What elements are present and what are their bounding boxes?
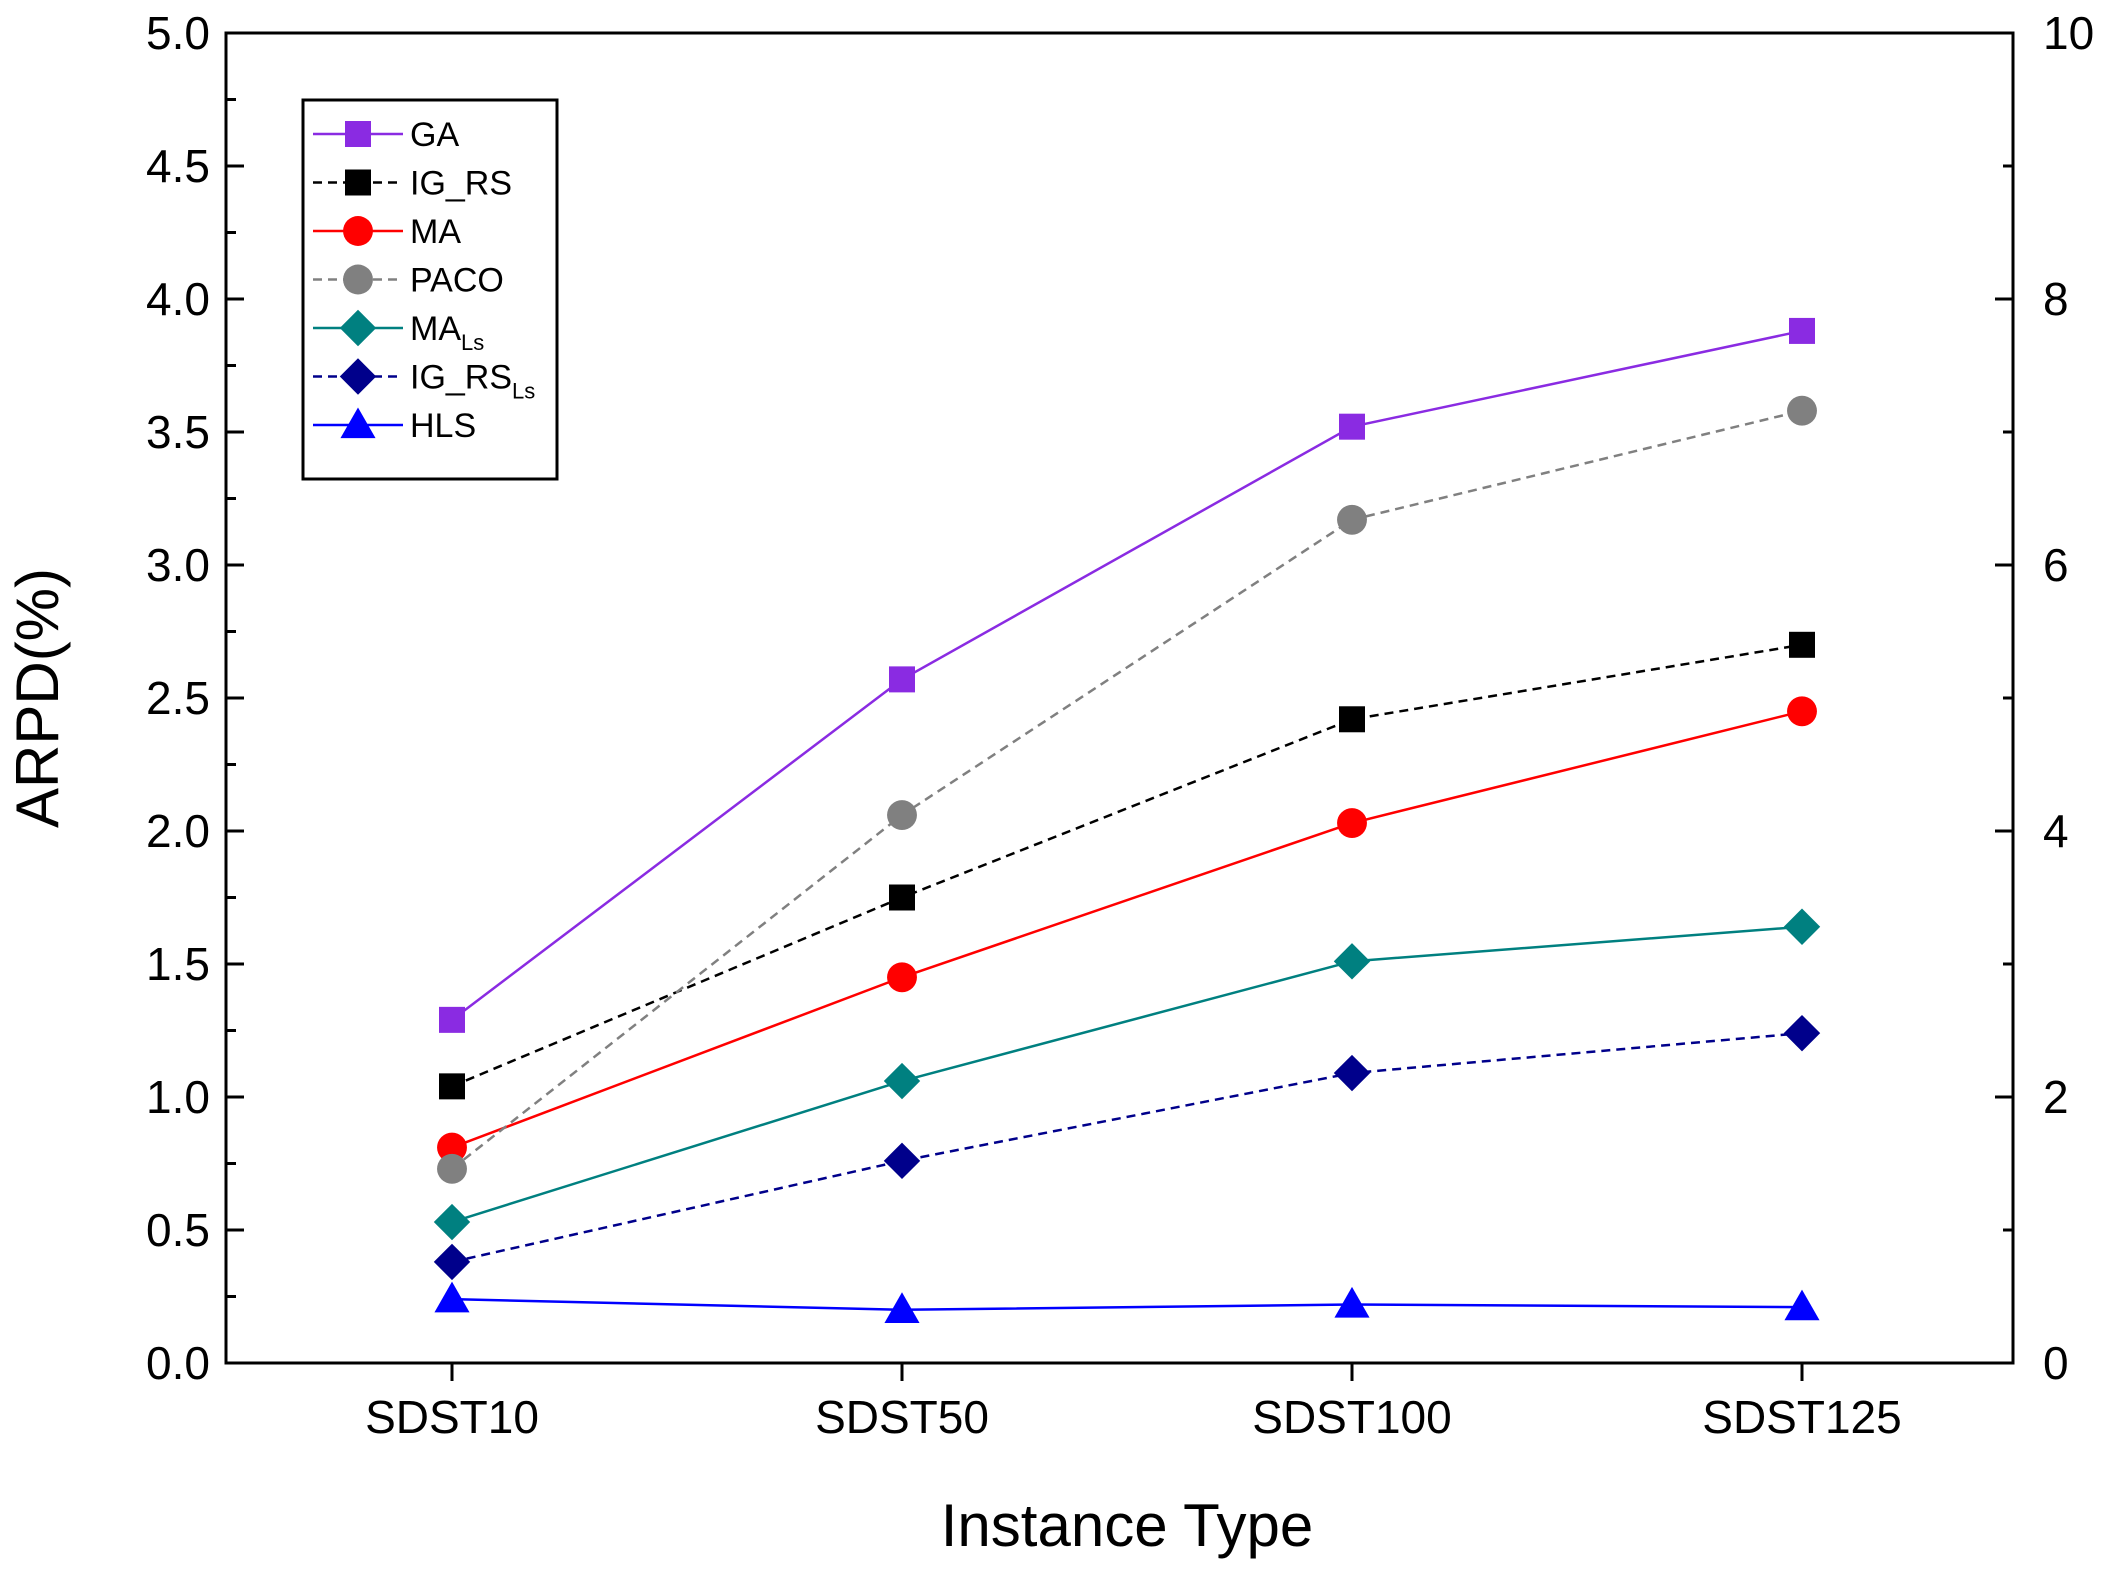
y-tick-label: 5.0: [146, 7, 210, 59]
data-point-hls: [884, 1292, 920, 1323]
data-point-paco: [887, 800, 917, 830]
legend-marker-ma-ls: [339, 309, 377, 347]
data-point-ig-rs-ls: [883, 1142, 921, 1180]
legend-label-paco: PACO: [410, 262, 504, 300]
x-tick-label: SDST100: [1252, 1391, 1451, 1443]
y-axis: 0.0 0.5 1.0 1.5 2.0 2.5 3.0 3.5 4.0 4.5 5.0: [146, 7, 244, 1389]
data-point-ma-ls: [433, 1203, 471, 1241]
legend-marker-paco: [343, 264, 373, 295]
data-point-paco: [1787, 395, 1817, 426]
legend-label-hls: HLS: [410, 407, 476, 445]
y-tick-label: 4.5: [146, 140, 210, 192]
series-ga: [439, 317, 1815, 1033]
y2-tick-label: 0: [2043, 1337, 2069, 1389]
legend-marker-ig-rs: [345, 169, 371, 196]
series-line-ma: [451, 710, 1803, 1149]
legend-marker-ma: [343, 216, 373, 246]
legend-label-ma-ls: MALs: [410, 310, 484, 355]
x-tick-label: SDST50: [815, 1391, 989, 1443]
y-tick-label: 1.5: [146, 938, 210, 990]
series-line-ig-rs-ls: [451, 1031, 1803, 1264]
data-point-ig-rs-ls: [433, 1243, 471, 1281]
legend-label-ga: GA: [410, 116, 459, 154]
y-tick-label: 3.5: [146, 406, 210, 458]
data-point-ig-rs: [439, 1073, 465, 1100]
data-point-paco: [1337, 504, 1367, 535]
data-point-ga: [1339, 413, 1365, 440]
legend-label-ma: MA: [410, 213, 461, 251]
data-point-ga: [1789, 317, 1815, 344]
data-point-ma-ls: [1333, 943, 1371, 980]
series-ma-ls: [433, 908, 1821, 1241]
data-point-ma: [1337, 808, 1367, 838]
legend-marker-ga: [345, 121, 371, 147]
legend-marker-ig-rs-ls: [339, 358, 377, 395]
data-point-ig-rs: [1789, 631, 1815, 658]
data-point-hls: [1784, 1289, 1820, 1321]
y-tick-label: 2.5: [146, 672, 210, 724]
y-tick-label: 0.0: [146, 1337, 210, 1389]
data-point-hls: [1334, 1286, 1370, 1318]
data-point-ma-ls: [883, 1062, 921, 1100]
y2-tick-label: 10: [2043, 7, 2094, 59]
series-line-paco: [451, 409, 1803, 1170]
data-point-hls: [434, 1281, 470, 1313]
data-point-ig-rs: [1339, 706, 1365, 733]
data-point-ma: [437, 1132, 467, 1163]
data-point-ig-rs: [889, 884, 915, 911]
series-line-hls: [451, 1297, 1803, 1312]
x-axis: SDST10 SDST50 SDST100 SDST125: [365, 1363, 1902, 1443]
data-point-ig-rs-ls: [1783, 1014, 1821, 1052]
y2-tick-label: 8: [2043, 273, 2069, 325]
y2-tick-label: 6: [2043, 539, 2069, 591]
data-point-ma: [1787, 696, 1817, 727]
series-hls: [434, 1281, 1820, 1323]
y-axis-title: ARPD(%): [4, 568, 71, 828]
data-point-ma-ls: [1783, 908, 1821, 945]
data-point-ig-rs-ls: [1333, 1054, 1371, 1092]
series-ig-rs-ls: [433, 1014, 1821, 1281]
legend-marker-hls: [340, 407, 376, 439]
data-point-ga: [439, 1006, 465, 1033]
y2-tick-label: 2: [2043, 1071, 2069, 1123]
series-ig-rs: [439, 631, 1815, 1100]
data-point-paco: [437, 1153, 467, 1184]
series-line-ma-ls: [451, 925, 1803, 1224]
series-paco: [437, 395, 1817, 1184]
y-tick-label: 1.0: [146, 1071, 210, 1123]
y2-axis: 0 2 4 6 8 10: [1995, 7, 2094, 1389]
legend-label-ig-rs-ls: IG_RSLs: [410, 359, 535, 404]
y-tick-label: 3.0: [146, 539, 210, 591]
x-axis-title: Instance Type: [941, 1492, 1313, 1559]
data-point-ma: [887, 962, 917, 993]
series-line-ga: [451, 329, 1803, 1021]
series-layer: [433, 317, 1821, 1323]
x-tick-label: SDST125: [1702, 1391, 1901, 1443]
data-point-ga: [889, 666, 915, 693]
legend-label-ig-rs: IG_RS: [410, 165, 512, 203]
series-ma: [437, 696, 1817, 1163]
x-tick-label: SDST10: [365, 1391, 539, 1443]
y-tick-label: 0.5: [146, 1204, 210, 1256]
y-tick-label: 4.0: [146, 273, 210, 325]
legend-box: [301, 98, 559, 481]
y-tick-label: 2.0: [146, 805, 210, 857]
y2-tick-label: 4: [2043, 805, 2069, 857]
